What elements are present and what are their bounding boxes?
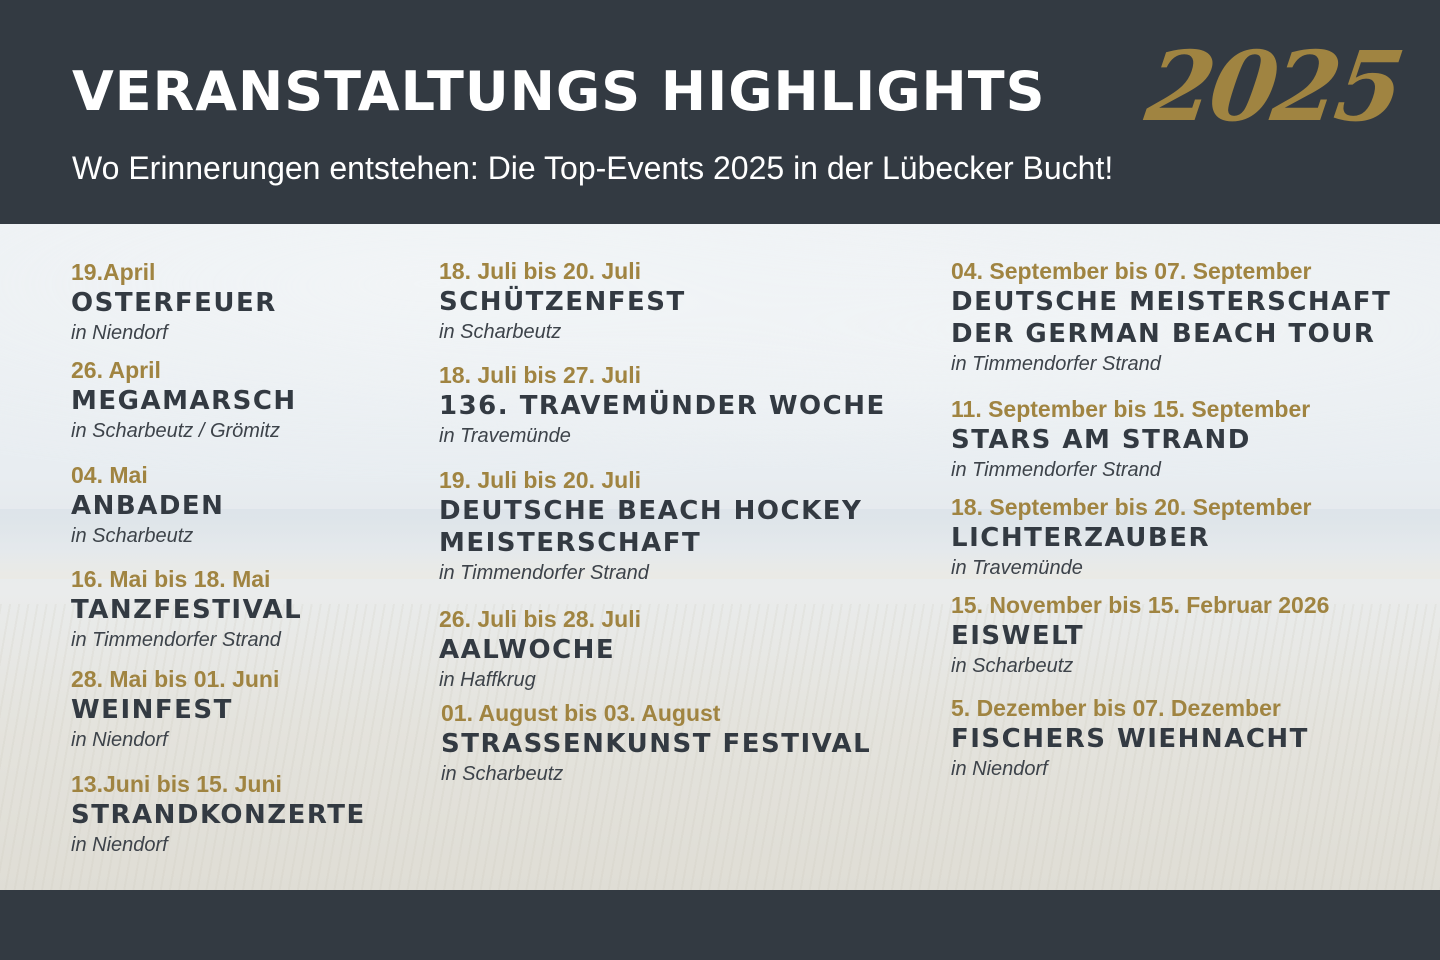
event-location: in Scharbeutz	[439, 321, 562, 343]
event-date: 11. September bis 15. September	[951, 396, 1311, 422]
event-date: 01. August bis 03. August	[441, 700, 721, 726]
year-script: 2025	[1140, 30, 1408, 143]
event-aalwoche: 26. Juli bis 28. Juli AALWOCHE in Haffkr…	[439, 604, 641, 694]
event-location: in Travemünde	[439, 425, 571, 447]
event-name: FISCHERS WIEHNACHT	[951, 724, 1309, 754]
event-location: in Scharbeutz / Grömitz	[71, 420, 280, 442]
page-subtitle: Wo Erinnerungen entstehen: Die Top-Event…	[72, 150, 1114, 186]
event-name: SCHÜTZENFEST	[439, 287, 686, 317]
event-location: in Niendorf	[71, 729, 168, 751]
header-banner: VERANSTALTUNGS HIGHLIGHTS 2025 Wo Erinne…	[0, 0, 1440, 224]
event-name: DEUTSCHE MEISTERSCHAFT	[951, 287, 1392, 317]
sea-background	[0, 509, 1440, 579]
event-strassenkunst: 01. August bis 03. August STRASSENKUNST …	[441, 698, 871, 788]
event-name: WEINFEST	[71, 695, 233, 725]
page-title: VERANSTALTUNGS HIGHLIGHTS	[72, 60, 1046, 123]
event-date: 18. Juli bis 27. Juli	[439, 362, 641, 388]
event-name: LICHTERZAUBER	[951, 523, 1210, 553]
event-beach-hockey: 19. Juli bis 20. Juli DEUTSCHE BEACH HOC…	[439, 465, 862, 587]
event-location: in Scharbeutz	[951, 655, 1074, 677]
event-schuetzenfest: 18. Juli bis 20. Juli SCHÜTZENFEST in Sc…	[439, 256, 686, 346]
event-date: 26. Juli bis 28. Juli	[439, 606, 641, 632]
event-megamarsch: 26. April MEGAMARSCH in Scharbeutz / Grö…	[71, 355, 297, 445]
event-name: OSTERFEUER	[71, 288, 277, 318]
event-date: 26. April	[71, 357, 161, 383]
event-weinfest: 28. Mai bis 01. Juni WEINFEST in Niendor…	[71, 664, 279, 754]
event-stars-am-strand: 11. September bis 15. September STARS AM…	[951, 394, 1310, 484]
event-location: in Niendorf	[71, 834, 168, 856]
event-name: ANBADEN	[71, 491, 225, 521]
event-date: 28. Mai bis 01. Juni	[71, 666, 280, 692]
event-list-area	[0, 224, 1440, 890]
event-name-line2: MEISTERSCHAFT	[439, 528, 702, 558]
event-strandkonzerte: 13.Juni bis 15. Juni STRANDKONZERTE in N…	[71, 769, 366, 859]
event-name-line2: DER GERMAN BEACH TOUR	[951, 319, 1376, 349]
event-location: in Haffkrug	[439, 669, 536, 691]
event-lichterzauber: 18. September bis 20. September LICHTERZ…	[951, 492, 1312, 582]
event-name: STRANDKONZERTE	[71, 800, 366, 830]
event-name: MEGAMARSCH	[71, 386, 297, 416]
event-name: DEUTSCHE BEACH HOCKEY	[439, 496, 863, 526]
event-anbaden: 04. Mai ANBADEN in Scharbeutz	[71, 460, 224, 550]
dune-grass-background	[0, 604, 1440, 890]
event-name: STRASSENKUNST FESTIVAL	[441, 729, 872, 759]
event-location: in Scharbeutz	[441, 763, 564, 785]
event-german-beach-tour: 04. September bis 07. September DEUTSCHE…	[951, 256, 1391, 378]
event-location: in Travemünde	[951, 557, 1083, 579]
event-location: in Timmendorfer Strand	[951, 459, 1161, 481]
event-location: in Timmendorfer Strand	[71, 629, 281, 651]
event-date: 19.April	[71, 259, 156, 285]
event-date: 18. Juli bis 20. Juli	[439, 258, 641, 284]
footer-bar	[0, 890, 1440, 960]
event-location: in Niendorf	[951, 758, 1048, 780]
event-location: in Timmendorfer Strand	[439, 562, 649, 584]
event-date: 5. Dezember bis 07. Dezember	[951, 695, 1281, 721]
event-tanzfestival: 16. Mai bis 18. Mai TANZFESTIVAL in Timm…	[71, 564, 302, 654]
sky-background	[0, 224, 1440, 524]
event-name: TANZFESTIVAL	[71, 595, 303, 625]
event-name: STARS AM STRAND	[951, 425, 1251, 455]
event-fischers-wiehnacht: 5. Dezember bis 07. Dezember FISCHERS WI…	[951, 693, 1309, 783]
event-location: in Niendorf	[71, 322, 168, 344]
event-date: 16. Mai bis 18. Mai	[71, 566, 271, 592]
event-location: in Timmendorfer Strand	[951, 353, 1161, 375]
event-name: EISWELT	[951, 621, 1085, 651]
event-osterfeuer: 19.April OSTERFEUER in Niendorf	[71, 257, 277, 347]
event-date: 18. September bis 20. September	[951, 494, 1312, 520]
event-date: 19. Juli bis 20. Juli	[439, 467, 641, 493]
event-location: in Scharbeutz	[71, 525, 194, 547]
event-date: 13.Juni bis 15. Juni	[71, 771, 282, 797]
event-travemuender-woche: 18. Juli bis 27. Juli 136. TRAVEMÜNDER W…	[439, 360, 886, 450]
event-date: 04. September bis 07. September	[951, 258, 1312, 284]
event-date: 15. November bis 15. Februar 2026	[951, 592, 1330, 618]
event-eiswelt: 15. November bis 15. Februar 2026 EISWEL…	[951, 590, 1329, 680]
event-name: 136. TRAVEMÜNDER WOCHE	[439, 391, 886, 421]
event-date: 04. Mai	[71, 462, 148, 488]
event-name: AALWOCHE	[439, 635, 616, 665]
